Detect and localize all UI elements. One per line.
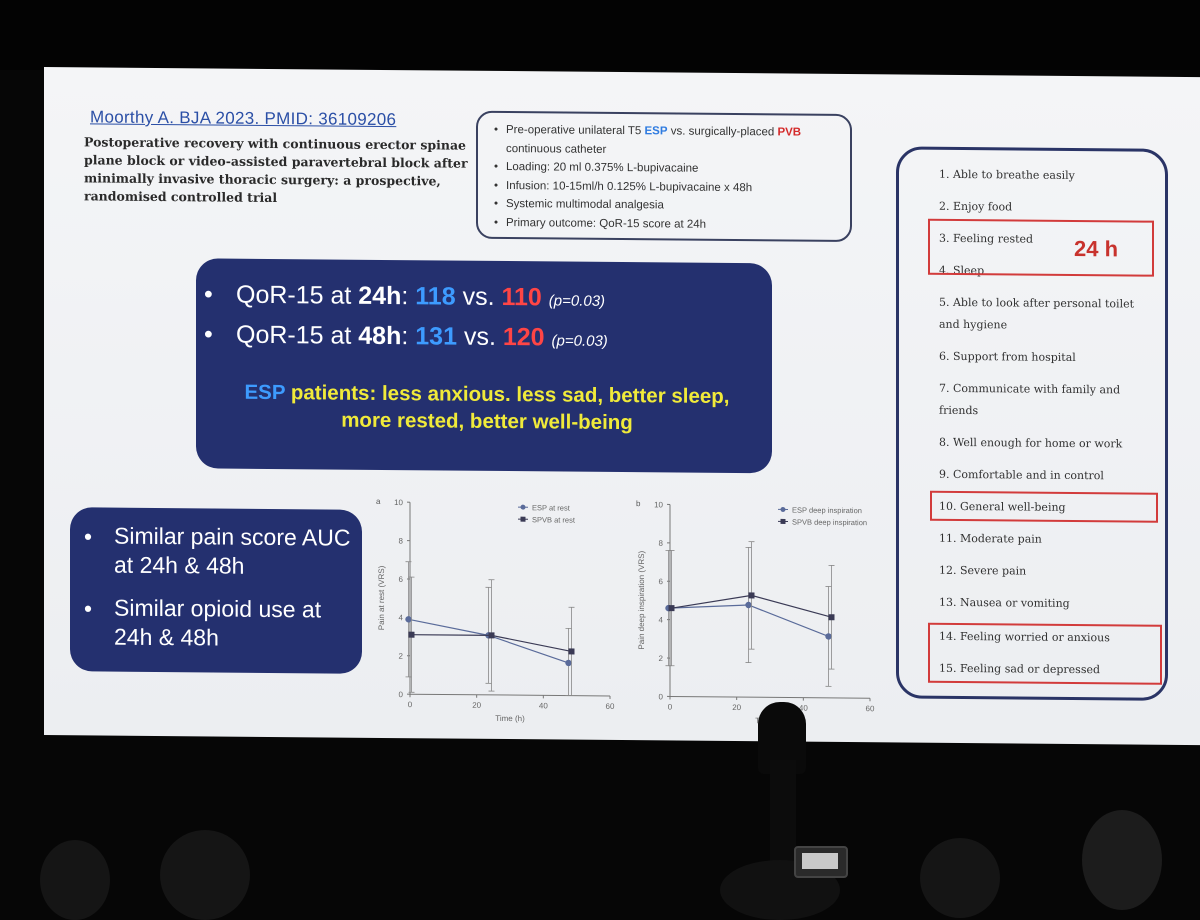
chart-pain-at-rest: a 0 2 4 6 8 10 0 20 40 60 Time (h) Pain at rest (VRS… (370, 490, 620, 732)
y-tick-label: 8 (659, 539, 664, 548)
qor-item: 8. Well enough for home or work (939, 432, 1153, 456)
chart-svg: a 0 2 4 6 8 10 0 20 40 60 Time (h) Pain at rest (VRS… (370, 490, 620, 732)
y-tick-label: 2 (659, 654, 664, 663)
y-tick-label: 6 (399, 575, 404, 584)
auditorium-ceiling (0, 0, 1200, 70)
x-axis (670, 696, 870, 698)
pain-score-statement: Similar pain score AUC at 24h & 48h (114, 522, 354, 582)
data-point (405, 616, 411, 622)
audience-head (920, 838, 1000, 918)
design-item-primary-outcome: Primary outcome: QoR-15 score at 24h (506, 214, 838, 235)
presentation-slide: Moorthy A. BJA 2023. PMID: 36109206 Post… (44, 67, 1200, 745)
data-point (669, 605, 675, 611)
audience-head (160, 830, 250, 920)
data-point (565, 660, 571, 666)
phone-screen-audience (794, 846, 848, 878)
x-tick-label: 60 (606, 702, 615, 711)
legend-label: SPVB deep inspiration (792, 518, 867, 528)
study-design-box: Pre-operative unilateral T5 ESP vs. surg… (476, 111, 852, 242)
data-point (409, 632, 415, 638)
x-tick-label: 0 (408, 700, 413, 709)
legend-label: SPVB at rest (532, 515, 576, 524)
audience-head (1082, 810, 1162, 910)
x-tick-label: 0 (668, 702, 673, 711)
panel-letter: b (636, 499, 641, 508)
y-tick-label: 6 (659, 577, 664, 586)
audience-head (40, 840, 110, 920)
data-point (745, 602, 751, 608)
legend-marker (521, 517, 526, 522)
legend-marker (521, 505, 526, 510)
esp-score-48h: 131 (415, 322, 457, 350)
highlight-24h-label: 24 h (1074, 236, 1118, 262)
legend-label: ESP at rest (532, 503, 571, 512)
opioid-use-statement: Similar opioid use at 24h & 48h (114, 594, 354, 654)
reference-title: Postoperative recovery with continuous e… (84, 133, 484, 208)
data-point (489, 632, 495, 638)
data-point (749, 592, 755, 598)
pain-opioid-box: • Similar pain score AUC at 24h & 48h • … (70, 507, 362, 674)
y-tick-label: 0 (659, 692, 664, 701)
y-tick-label: 2 (399, 652, 404, 661)
esp-summary: ESP patients: less anxious. less sad, be… (222, 379, 752, 438)
chart-pain-deep-inspiration: b02468100204060Time (h)Pain deep inspira… (630, 492, 880, 734)
qor-item: 12. Severe pain (939, 560, 1153, 584)
y-tick-label: 0 (399, 690, 404, 699)
x-axis-label: Time (h) (495, 714, 525, 723)
y-tick-label: 10 (394, 498, 403, 507)
y-tick-label: 10 (654, 500, 663, 509)
qor-item: 13. Nausea or vomiting (939, 592, 1153, 616)
y-tick-label: 8 (399, 536, 404, 545)
y-tick-label: 4 (659, 616, 664, 625)
x-tick-label: 20 (472, 701, 481, 710)
panel-letter: a (376, 497, 381, 506)
qor-item: 9. Comfortable and in control (939, 464, 1153, 488)
results-box: • QoR-15 at 24h: 118 vs. 110 (p=0.03) • … (196, 258, 772, 473)
legend-marker (781, 519, 786, 524)
qor-item: 7. Communicate with family and friends (939, 378, 1153, 424)
data-point (825, 633, 831, 639)
qor-item: 5. Able to look after personal toilet an… (939, 292, 1153, 338)
qor-item: 11. Moderate pain (939, 528, 1153, 552)
qor-item: 6. Support from hospital (939, 346, 1153, 370)
pvb-score-48h: 120 (503, 323, 545, 351)
data-point (569, 648, 575, 654)
y-tick-label: 4 (399, 613, 404, 622)
qor-item: 1. Able to breathe easily (939, 164, 1153, 188)
chart-svg: b02468100204060Time (h)Pain deep inspira… (630, 492, 880, 734)
esp-score-24h: 118 (415, 282, 455, 310)
x-tick-label: 40 (539, 701, 548, 710)
y-axis-label: Pain at rest (VRS) (377, 565, 386, 630)
y-axis-label: Pain deep inspiration (VRS) (637, 550, 646, 649)
x-tick-label: 20 (732, 703, 741, 712)
legend-label: ESP deep inspiration (792, 506, 862, 516)
qor-item: 2. Enjoy food (939, 196, 1153, 220)
reference-link[interactable]: Moorthy A. BJA 2023. PMID: 36109206 (90, 107, 396, 130)
x-axis (410, 694, 610, 696)
highlight-wellbeing (930, 491, 1158, 523)
highlight-anxious-sad (928, 623, 1162, 685)
highlight-rested-sleep (928, 219, 1154, 277)
legend-marker (781, 507, 786, 512)
design-item-catheter: Pre-operative unilateral T5 ESP vs. surg… (506, 121, 838, 161)
data-point (829, 614, 835, 620)
x-tick-label: 60 (866, 704, 875, 713)
pvb-score-24h: 110 (501, 283, 541, 311)
